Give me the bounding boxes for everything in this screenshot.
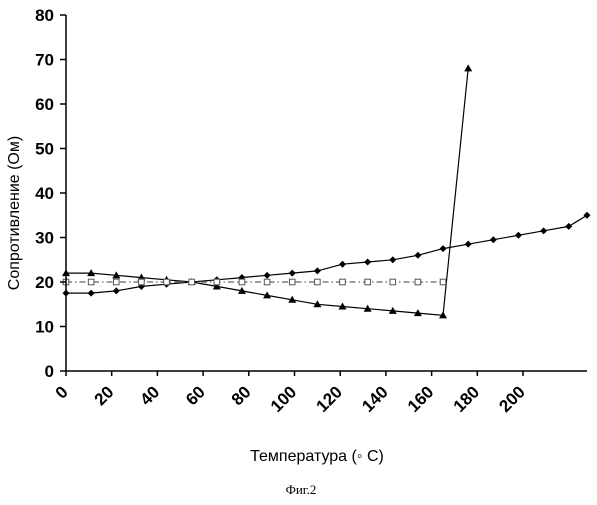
data-point-square [440, 279, 446, 285]
data-point-square [189, 279, 195, 285]
data-point-square [315, 279, 321, 285]
x-tick-label: 100 [267, 382, 300, 415]
x-tick-label: 180 [450, 382, 483, 415]
y-tick-label: 20 [35, 273, 54, 292]
y-tick-label: 0 [45, 362, 54, 381]
data-point-diamond [389, 256, 396, 263]
data-point-diamond [490, 236, 497, 243]
data-point-diamond [414, 252, 421, 259]
x-tick-label: 80 [228, 382, 255, 409]
y-tick-label: 80 [35, 6, 54, 25]
data-point-square [365, 279, 371, 285]
y-tick-label: 30 [35, 229, 54, 248]
x-tick-label: 40 [136, 382, 163, 409]
data-point-square [214, 279, 220, 285]
data-point-square [289, 279, 295, 285]
data-point-square [164, 279, 170, 285]
data-point-square [239, 279, 245, 285]
x-tick-label: 0 [52, 382, 72, 402]
y-tick-labels: 0 10 20 30 40 50 60 70 80 [35, 6, 66, 381]
data-point-triangle [464, 64, 472, 71]
y-tick-label: 10 [35, 318, 54, 337]
data-point-diamond [289, 270, 296, 277]
data-point-square [340, 279, 346, 285]
data-point-diamond [465, 241, 472, 248]
x-axis-title: Температура (◦ С) [250, 448, 384, 465]
data-point-diamond [264, 272, 271, 279]
data-point-square [88, 279, 94, 285]
axes-layer [66, 15, 587, 371]
data-point-diamond [364, 258, 371, 265]
y-axis-title: Сопротивление (Ом) [6, 136, 23, 290]
data-point-square [113, 279, 119, 285]
x-tick-label: 20 [91, 382, 118, 409]
data-point-square [415, 279, 421, 285]
data-point-square [264, 279, 270, 285]
data-point-square [139, 279, 145, 285]
data-point-diamond [314, 267, 321, 274]
data-point-diamond [540, 227, 547, 234]
x-tick-label: 200 [495, 382, 528, 415]
y-tick-label: 70 [35, 51, 54, 70]
y-tick-label: 40 [35, 184, 54, 203]
data-point-diamond [88, 290, 95, 297]
data-point-diamond [515, 232, 522, 239]
data-point-diamond [113, 287, 120, 294]
x-tick-label: 120 [313, 382, 346, 415]
data-point-square [390, 279, 396, 285]
x-tick-labels: 0 20 40 60 80 100 120 140 160 180 200 [52, 371, 529, 416]
data-point-diamond [339, 261, 346, 268]
data-point-diamond [440, 245, 447, 252]
series-layer [62, 64, 591, 318]
x-tick-label: 60 [182, 382, 209, 409]
y-tick-label: 50 [35, 140, 54, 159]
data-point-diamond [584, 212, 591, 219]
y-tick-label: 60 [35, 95, 54, 114]
x-tick-label: 160 [404, 382, 437, 415]
figure-caption: Фиг.2 [286, 482, 317, 497]
x-tick-label: 140 [358, 382, 391, 415]
data-point-diamond [565, 223, 572, 230]
